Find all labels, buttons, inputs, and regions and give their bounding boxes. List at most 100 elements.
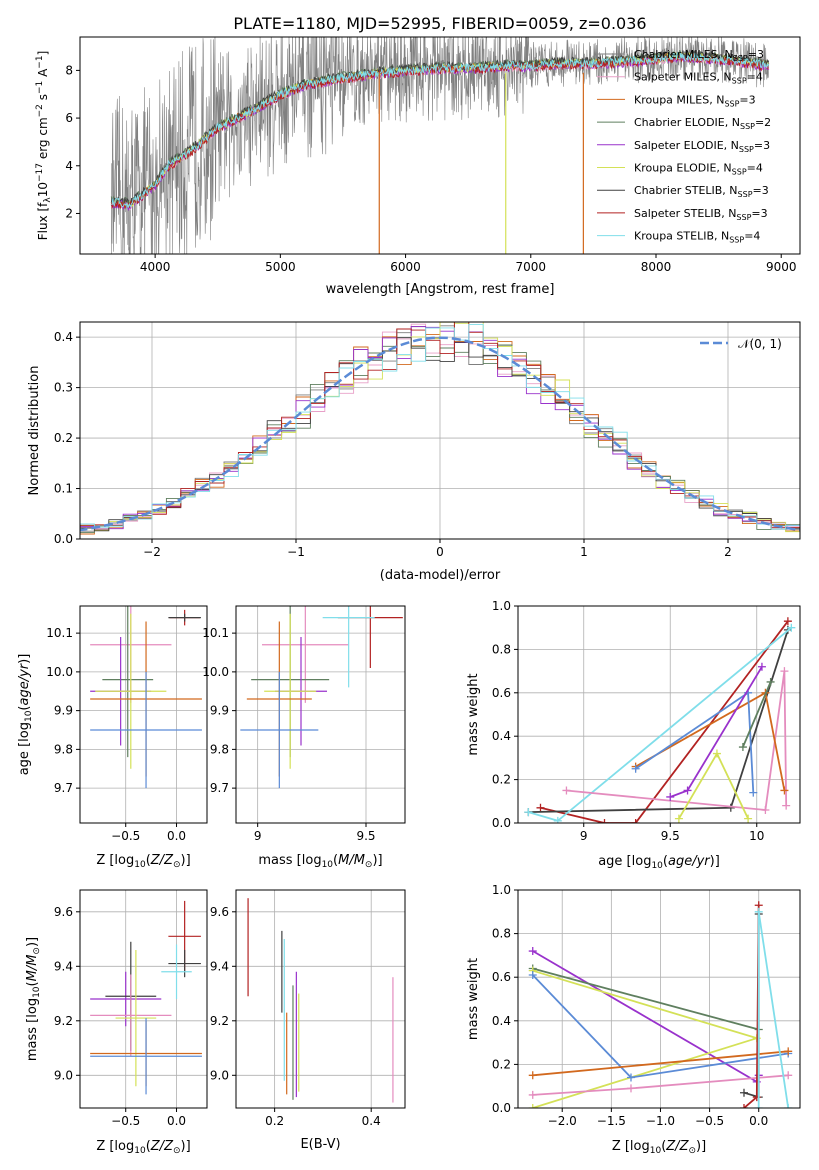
x-tick-label: 0 xyxy=(436,545,444,559)
series-point xyxy=(784,1104,793,1108)
legend-label: Salpeter MILES, NSSP=4 xyxy=(634,71,763,86)
x-tick-label: 9000 xyxy=(766,260,797,274)
legend-label: Chabrier MILES, NSSP=3 xyxy=(634,48,764,63)
errorbar-point xyxy=(168,613,201,622)
y-tick-label: 2 xyxy=(65,206,73,220)
x-tick-label: −0.5 xyxy=(695,1114,724,1128)
x-tick-label: 9 xyxy=(254,829,262,843)
errorbar-point xyxy=(168,949,201,978)
y-tick-label: 9.7 xyxy=(210,781,229,795)
x-tick-label: 0.0 xyxy=(167,829,186,843)
series-point xyxy=(780,667,789,676)
series-line xyxy=(532,1050,789,1077)
y-tick-label: 0.8 xyxy=(492,642,511,656)
series-point xyxy=(754,1104,763,1108)
x-tick-label: −2.0 xyxy=(548,1114,577,1128)
plot-area xyxy=(528,901,793,1108)
series-point xyxy=(626,1073,635,1082)
series-point xyxy=(761,805,770,814)
series-line xyxy=(669,666,763,798)
series-line xyxy=(540,620,789,823)
weight-series xyxy=(528,966,761,1108)
series-point xyxy=(666,792,675,801)
errorbar-point xyxy=(90,671,202,789)
y-tick-label: 0.1 xyxy=(54,482,73,496)
y-tick-label: 9.2 xyxy=(210,1014,229,1028)
figure-title: PLATE=1180, MJD=52995, FIBERID=0059, z=0… xyxy=(233,14,646,33)
x-tick-label: 0.0 xyxy=(167,1114,186,1128)
series-point xyxy=(784,1071,793,1080)
legend-label: Kroupa ELODIE, NSSP=4 xyxy=(634,162,763,177)
x-axis-label: wavelength [Angstrom, rest frame] xyxy=(326,282,555,297)
series-point xyxy=(782,801,791,810)
y-tick-label: 0.2 xyxy=(492,773,511,787)
series-point xyxy=(674,814,683,823)
series-point xyxy=(780,786,789,795)
weight-vs-metallicity-panel: −2.0 −1.5 −1.0 −0.5 0.0 0.0 0.2 0.4 0.6 0.8 1.0 mas… xyxy=(466,883,801,1156)
series-line xyxy=(532,950,760,1084)
y-tick-label: 9.9 xyxy=(54,704,73,718)
age-vs-mass-panel: 9 9.5 9.7 9.8 9.9 10.0 10.1 mass [log10(M/M⊙)] xyxy=(202,605,406,870)
y-tick-label: 9.4 xyxy=(54,959,73,973)
axes-frame xyxy=(235,605,406,824)
legend-label: Salpeter ELODIE, NSSP=3 xyxy=(634,139,770,154)
y-axis-label: age [log10(age/yr)] xyxy=(17,654,34,776)
x-tick-label: 2 xyxy=(724,545,732,559)
series-point xyxy=(528,1104,537,1108)
legend-label: Kroupa STELIB, NSSP=4 xyxy=(634,230,760,245)
series-point xyxy=(712,749,721,758)
series-point xyxy=(553,816,562,823)
legend-label: Kroupa MILES, NSSP=3 xyxy=(634,93,756,108)
plot-area xyxy=(524,617,796,823)
series-point xyxy=(726,803,735,812)
weight-vs-age-panel: 9 9.5 10 0.0 0.2 0.4 0.6 0.8 1.0 mass weight age [… xyxy=(466,599,801,871)
grid xyxy=(236,606,405,823)
errorbar-point xyxy=(102,606,154,758)
weight-series xyxy=(524,625,792,817)
y-tick-label: 8 xyxy=(65,63,73,77)
residual-histogram-panel: −2 −1 0 1 2 0.0 0.1 0.2 0.3 0.4 (data-model)/error… xyxy=(27,321,801,583)
y-tick-label: 0.4 xyxy=(492,1014,511,1028)
x-tick-label: 6000 xyxy=(390,260,421,274)
y-tick-label: 0.2 xyxy=(492,1057,511,1071)
weight-series xyxy=(536,617,792,823)
axes-frame xyxy=(79,605,208,824)
histogram-step xyxy=(80,323,800,536)
y-tick-label: 0.0 xyxy=(492,1101,511,1115)
y-tick-label: 1.0 xyxy=(492,599,511,613)
series-point xyxy=(754,907,763,916)
series-point xyxy=(600,819,609,823)
axes-frame xyxy=(517,889,801,1109)
y-tick-label: 4 xyxy=(65,159,73,173)
x-tick-label: 9.5 xyxy=(356,829,375,843)
plot-area xyxy=(240,606,403,789)
y-tick-label: 10.0 xyxy=(46,665,73,679)
y-tick-label: 9.2 xyxy=(54,1014,73,1028)
legend-label: 𝒩(0, 1) xyxy=(738,337,782,351)
weight-series xyxy=(528,1071,793,1099)
series-line xyxy=(532,967,759,1031)
y-tick-label: 9.0 xyxy=(54,1068,73,1082)
x-tick-label: 8000 xyxy=(641,260,672,274)
y-tick-label: 9.9 xyxy=(210,704,229,718)
series-line xyxy=(742,681,772,748)
series-point xyxy=(528,1090,537,1099)
y-tick-label: 9.7 xyxy=(54,781,73,795)
y-axis-label: mass [log10(M/M⊙)] xyxy=(25,937,42,1061)
x-tick-label: −2 xyxy=(143,545,161,559)
y-tick-label: 9.8 xyxy=(210,742,229,756)
spectrum-panel: 4000 5000 6000 7000 8000 9000 2 4 6 8 wavelength [… xyxy=(35,36,801,297)
series-point xyxy=(739,1088,748,1097)
model-spectrum xyxy=(111,51,770,209)
errorbar-point xyxy=(90,971,162,1027)
y-tick-label: 0.0 xyxy=(492,816,511,830)
y-tick-label: 0.6 xyxy=(492,686,511,700)
y-axis-label: mass weight xyxy=(466,673,481,755)
errorbar-point xyxy=(90,974,172,1057)
legend-label: Chabrier STELIB, NSSP=3 xyxy=(634,184,769,199)
series-point xyxy=(528,971,537,980)
weight-series xyxy=(528,971,793,1082)
errorbar-point xyxy=(322,606,375,688)
axes-frame xyxy=(517,605,801,824)
series-point xyxy=(787,623,796,632)
